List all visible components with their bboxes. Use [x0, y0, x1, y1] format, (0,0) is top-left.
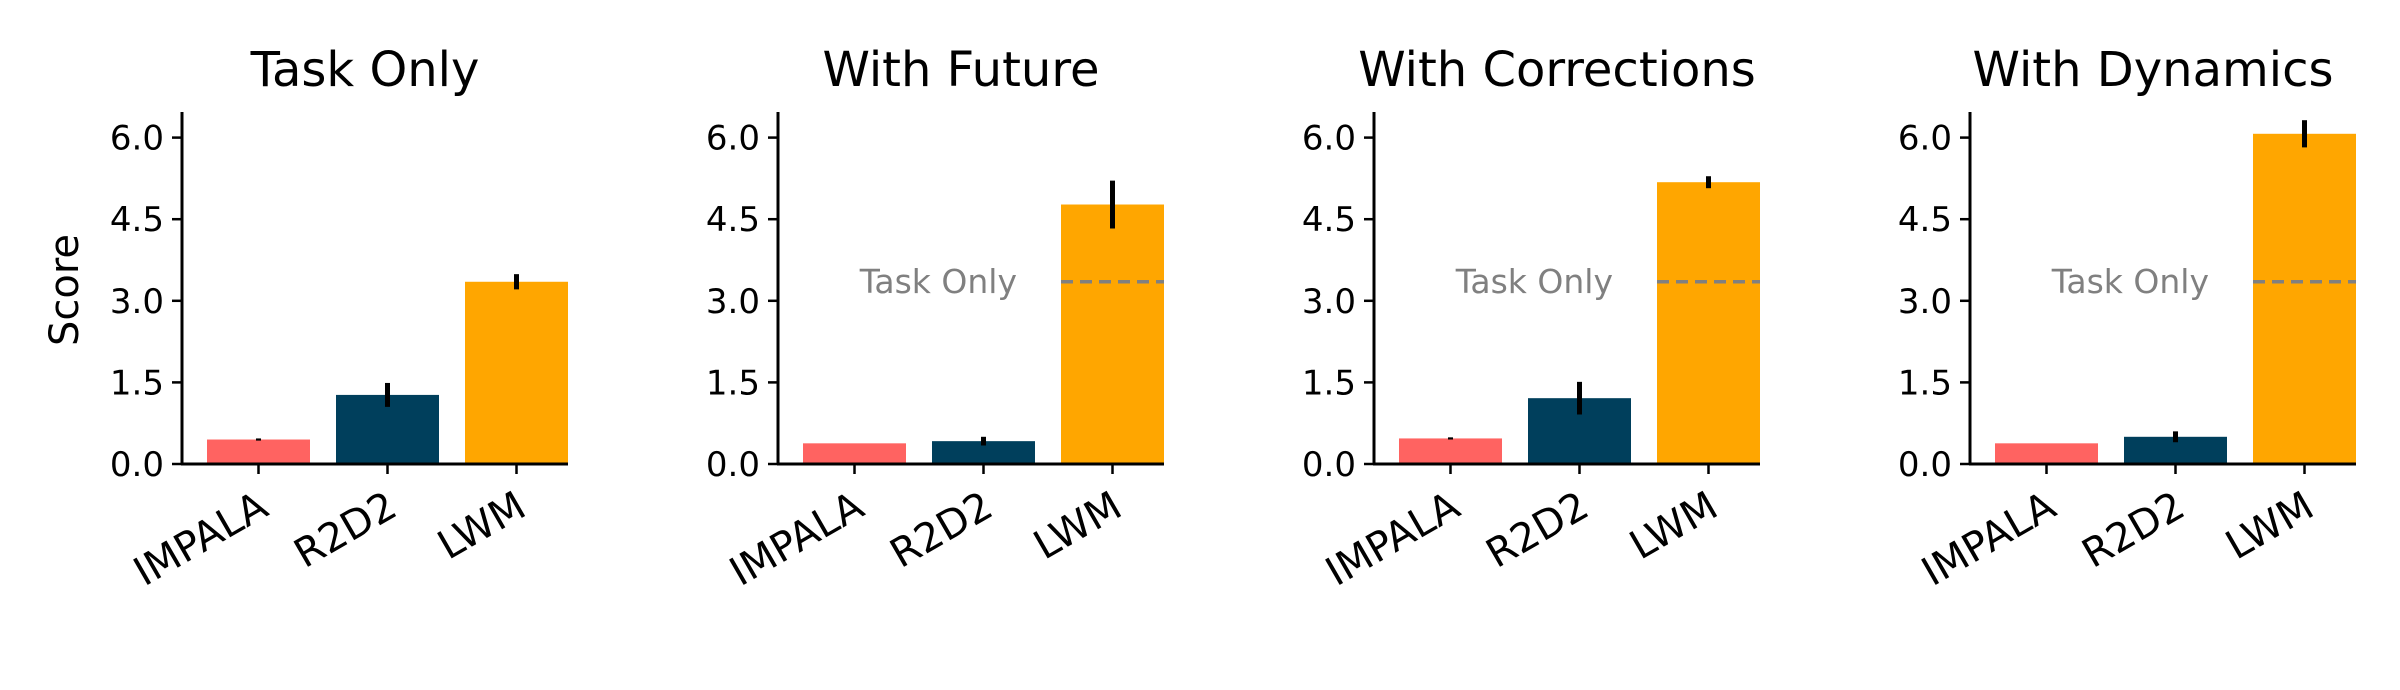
panel-3-ytick-label: 6.0	[1302, 119, 1356, 159]
panel-2-xtick-label: LWM	[1026, 483, 1129, 569]
panel-1-ytick-label: 3.0	[110, 282, 164, 322]
panel-3-ytick-label: 3.0	[1302, 282, 1356, 322]
panel-2-ytick-label: 1.5	[706, 363, 760, 403]
panel-2-bar-r2d2	[932, 441, 1035, 464]
panel-4-ytick-label: 1.5	[1898, 363, 1952, 403]
panel-2-ytick-label: 3.0	[706, 282, 760, 322]
panel-1-bar-impala	[207, 439, 310, 464]
panel-4-xtick-label: R2D2	[2075, 483, 2193, 578]
panel-4-xtick-label: IMPALA	[1914, 483, 2064, 596]
panel-4-title: With Dynamics	[1973, 42, 2334, 98]
panel-1-xtick-label: R2D2	[287, 483, 405, 578]
panel-1-ylabel: Score	[42, 234, 88, 346]
panel-4-xtick-label: LWM	[2218, 483, 2321, 569]
panel-3-bar-impala	[1399, 438, 1502, 464]
panel-4-ytick-label: 0.0	[1898, 445, 1952, 485]
panel-2-bar-lwm	[1061, 204, 1164, 464]
panel-1-ytick-label: 0.0	[110, 445, 164, 485]
panel-2-ytick-label: 6.0	[706, 119, 760, 159]
panel-3-xtick-label: LWM	[1622, 483, 1725, 569]
panel-2-xtick-label: R2D2	[883, 483, 1001, 578]
panel-1-bar-lwm	[465, 281, 568, 464]
panel-2-ytick-label: 4.5	[706, 200, 760, 240]
panel-4-bar-lwm	[2253, 133, 2356, 465]
panel-4-ytick-label: 3.0	[1898, 282, 1952, 322]
panel-2-bar-impala	[803, 443, 906, 464]
panel-4-ytick-label: 4.5	[1898, 200, 1952, 240]
panel-2-ytick-label: 0.0	[706, 445, 760, 485]
panel-1-xtick-label: IMPALA	[126, 483, 276, 596]
panel-3-reference-label: Task Only	[1455, 262, 1613, 301]
panel-4-bar-impala	[1995, 443, 2098, 464]
panel-2-xtick-label: IMPALA	[722, 483, 872, 596]
panel-1-xtick-label: LWM	[430, 483, 533, 569]
panel-4-reference-label: Task Only	[2051, 262, 2209, 301]
panel-4-ytick-label: 6.0	[1898, 119, 1952, 159]
panel-3-title: With Corrections	[1358, 42, 1756, 98]
panel-1-ytick-label: 4.5	[110, 200, 164, 240]
panel-3-xtick-label: R2D2	[1479, 483, 1597, 578]
panel-1-ytick-label: 6.0	[110, 119, 164, 159]
panel-1-title: Task Only	[250, 42, 480, 98]
panel-3-xtick-label: IMPALA	[1318, 483, 1468, 596]
panel-3-ytick-label: 4.5	[1302, 200, 1356, 240]
panel-3-ytick-label: 0.0	[1302, 445, 1356, 485]
panel-1-ytick-label: 1.5	[110, 363, 164, 403]
panel-2-title: With Future	[822, 42, 1099, 98]
panel-3-ytick-label: 1.5	[1302, 363, 1356, 403]
panel-2-reference-label: Task Only	[859, 262, 1017, 301]
panel-3-bar-lwm	[1657, 182, 1760, 464]
